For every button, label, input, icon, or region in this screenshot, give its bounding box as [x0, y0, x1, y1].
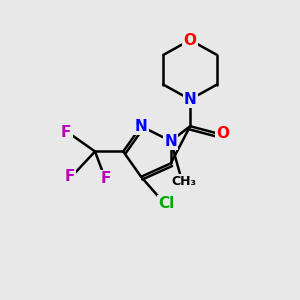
Text: Cl: Cl	[158, 196, 175, 211]
Text: F: F	[64, 169, 75, 184]
Text: O: O	[184, 32, 196, 47]
Text: CH₃: CH₃	[172, 175, 197, 188]
Text: N: N	[184, 92, 196, 107]
Text: N: N	[135, 119, 148, 134]
Text: F: F	[100, 171, 111, 186]
Text: F: F	[61, 125, 71, 140]
Text: O: O	[216, 126, 229, 141]
Text: N: N	[164, 134, 177, 148]
